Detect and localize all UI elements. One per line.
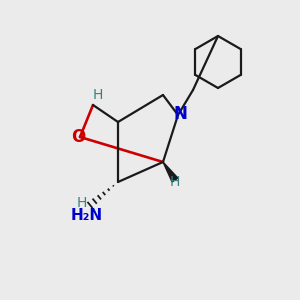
Text: H: H [170, 175, 180, 189]
Text: O: O [71, 128, 85, 146]
Text: H₂N: H₂N [71, 208, 103, 224]
Text: H: H [93, 88, 103, 102]
Polygon shape [163, 162, 178, 182]
Text: H: H [77, 196, 87, 210]
Text: N: N [173, 105, 187, 123]
